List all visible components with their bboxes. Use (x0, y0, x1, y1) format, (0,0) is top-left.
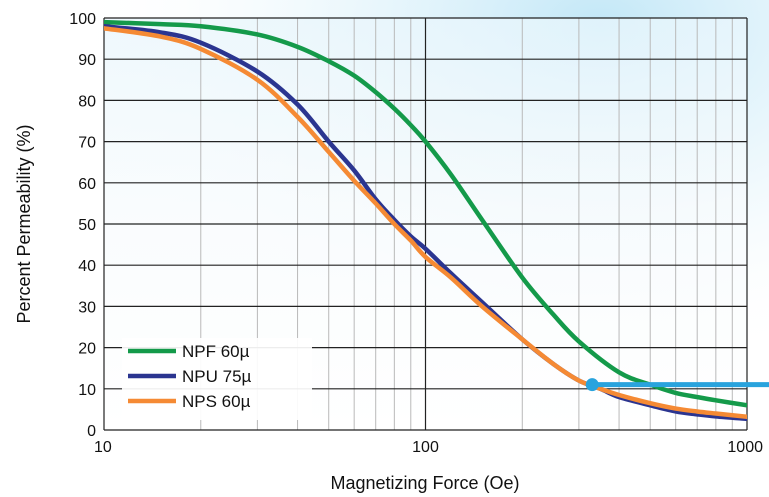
x-tick-label: 10 (94, 439, 112, 456)
y-tick-label: 90 (78, 52, 96, 69)
y-tick-label: 70 (78, 135, 96, 152)
y-tick-label: 30 (78, 299, 96, 316)
y-tick-label: 80 (78, 93, 96, 110)
highlight-dot (585, 378, 599, 392)
legend-label: NPU 75µ (182, 367, 252, 386)
highlight-marker (585, 378, 769, 392)
legend-label: NPF 60µ (182, 342, 250, 361)
y-tick-label: 40 (78, 258, 96, 275)
x-tick-label: 100 (412, 439, 439, 456)
legend-label: NPS 60µ (182, 392, 251, 411)
legend: NPF 60µ NPU 75µ NPS 60µ (122, 338, 312, 420)
y-axis-title: Percent Permeability (%) (14, 124, 34, 323)
y-tick-label: 60 (78, 176, 96, 193)
y-tick-label: 20 (78, 341, 96, 358)
y-tick-label: 0 (87, 423, 96, 440)
series-layer (104, 19, 747, 422)
x-tick-label: 1000 (727, 439, 763, 456)
y-tick-label: 50 (78, 217, 96, 234)
series-line-1 (104, 19, 747, 408)
series-line-3 (104, 26, 747, 420)
x-axis-title: Magnetizing Force (Oe) (330, 473, 519, 493)
y-tick-label: 100 (69, 11, 96, 28)
y-tick-label: 10 (78, 382, 96, 399)
